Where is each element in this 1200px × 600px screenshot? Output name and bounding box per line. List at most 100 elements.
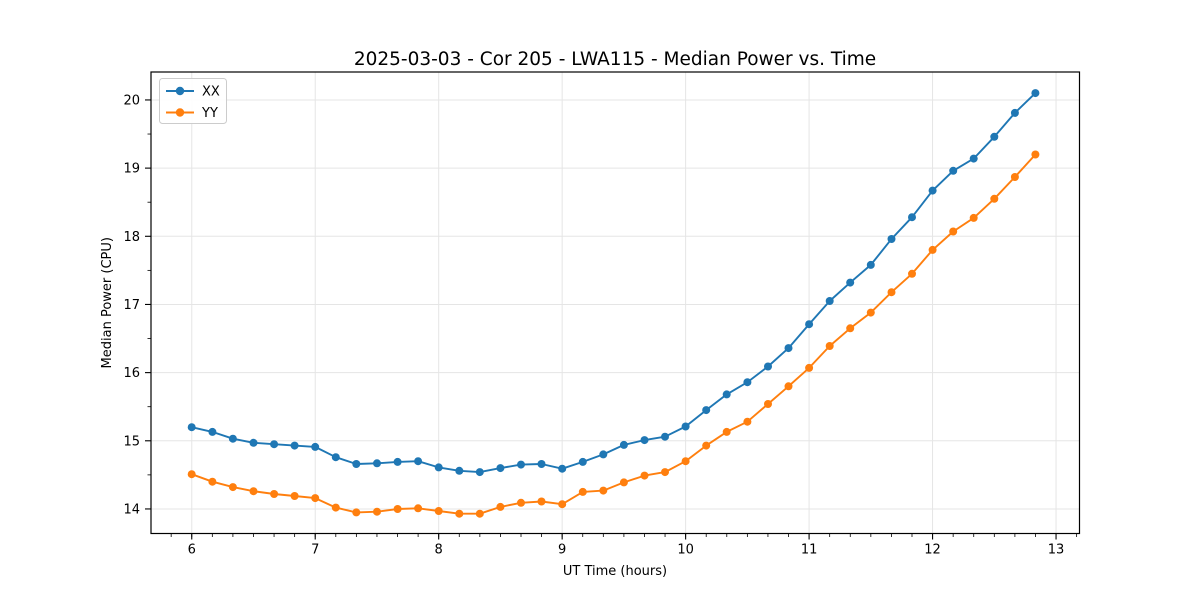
x-tick-label: 9	[558, 543, 566, 558]
data-point-xx	[373, 459, 381, 468]
axis-ticks	[145, 99, 1078, 540]
data-point-yy	[393, 505, 402, 513]
data-point-xx	[846, 278, 855, 287]
data-point-xx	[496, 464, 505, 473]
data-point-yy	[373, 507, 381, 516]
data-point-xx	[743, 378, 752, 387]
data-point-yy	[187, 470, 196, 479]
y-axis-label: Median Power (CPU)	[100, 237, 115, 368]
data-point-xx	[619, 440, 628, 449]
data-point-xx	[805, 320, 814, 329]
x-tick-label: 10	[677, 543, 694, 558]
data-point-xx	[270, 440, 279, 449]
x-tick-label: 6	[188, 543, 196, 558]
data-point-xx	[537, 460, 546, 468]
x-tick-label: 7	[311, 543, 319, 558]
data-point-yy	[558, 500, 567, 509]
data-point-yy	[475, 509, 484, 518]
y-tick-label: 20	[123, 93, 140, 108]
series-line-xx	[190, 92, 1037, 474]
data-point-yy	[805, 363, 814, 372]
data-point-xx	[475, 468, 484, 477]
data-point-yy	[969, 213, 978, 222]
legend-label-yy: YY	[201, 106, 218, 121]
data-point-xx	[990, 132, 999, 141]
data-point-yy	[990, 194, 999, 203]
data-point-yy	[743, 417, 752, 426]
data-point-yy	[825, 342, 834, 350]
data-point-xx	[681, 422, 690, 431]
tick-labels: 6 7 8 9 10 11 12 13 14 15 16 17 18 19 20	[123, 93, 1064, 557]
y-tick-label: 18	[123, 230, 140, 245]
data-point-xx	[558, 464, 567, 473]
data-point-yy	[496, 502, 505, 511]
data-point-yy	[249, 487, 258, 496]
data-point-yy	[640, 471, 649, 480]
data-point-xx	[1031, 89, 1040, 98]
data-point-yy	[352, 508, 361, 517]
data-point-xx	[661, 432, 669, 441]
data-point-xx	[969, 154, 978, 163]
data-point-yy	[784, 382, 793, 391]
data-point-yy	[311, 494, 320, 503]
data-point-xx	[352, 460, 361, 468]
data-point-yy	[908, 269, 916, 278]
data-point-yy	[661, 468, 669, 477]
x-tick-label: 13	[1048, 543, 1065, 558]
data-point-yy	[1010, 173, 1019, 181]
data-point-yy	[208, 477, 217, 486]
data-point-xx	[599, 450, 608, 459]
data-point-yy	[619, 478, 628, 487]
data-point-xx	[517, 460, 525, 469]
data-point-xx	[1010, 108, 1019, 117]
x-tick-label: 12	[924, 543, 941, 558]
data-point-xx	[702, 406, 711, 415]
x-tick-label: 11	[801, 543, 818, 558]
data-point-yy	[517, 498, 525, 507]
data-point-xx	[887, 235, 896, 243]
y-tick-label: 17	[123, 298, 140, 313]
data-point-yy	[949, 227, 958, 236]
data-point-xx	[784, 344, 793, 353]
data-point-xx	[187, 423, 196, 432]
data-point-yy	[887, 288, 896, 297]
gridlines	[151, 72, 1080, 534]
y-tick-label: 16	[123, 366, 140, 381]
data-point-xx	[208, 427, 217, 436]
data-point-xx	[640, 436, 649, 445]
plot-border	[150, 71, 1081, 535]
data-point-xx	[249, 438, 258, 447]
data-point-xx	[228, 434, 237, 443]
data-point-xx	[764, 362, 772, 371]
y-tick-label: 15	[123, 434, 140, 449]
legend-marker-xx	[175, 86, 185, 96]
data-point-yy	[764, 400, 772, 408]
y-tick-label: 19	[123, 162, 140, 177]
data-point-yy	[290, 492, 299, 500]
data-point-xx	[434, 463, 443, 472]
data-point-yy	[722, 427, 731, 436]
data-point-yy	[537, 497, 546, 506]
data-point-yy	[928, 245, 937, 254]
data-point-xx	[414, 457, 423, 466]
data-point-yy	[455, 509, 464, 518]
data-point-yy	[702, 441, 711, 450]
data-series	[187, 89, 1040, 518]
legend: XX YY	[159, 78, 227, 124]
data-point-xx	[393, 457, 402, 466]
data-point-xx	[928, 186, 937, 195]
data-point-xx	[578, 457, 587, 466]
data-point-xx	[949, 166, 958, 175]
legend-label-xx: XX	[202, 85, 220, 100]
chart-title: 2025-03-03 - Cor 205 - LWA115 - Median P…	[354, 49, 876, 70]
data-point-yy	[846, 324, 855, 333]
data-point-xx	[866, 260, 875, 269]
data-point-yy	[578, 487, 587, 496]
data-point-xx	[290, 441, 299, 450]
series-line-yy	[190, 153, 1037, 515]
data-point-yy	[866, 308, 875, 317]
data-point-xx	[455, 466, 464, 475]
data-point-yy	[228, 483, 237, 492]
data-point-xx	[908, 213, 916, 222]
